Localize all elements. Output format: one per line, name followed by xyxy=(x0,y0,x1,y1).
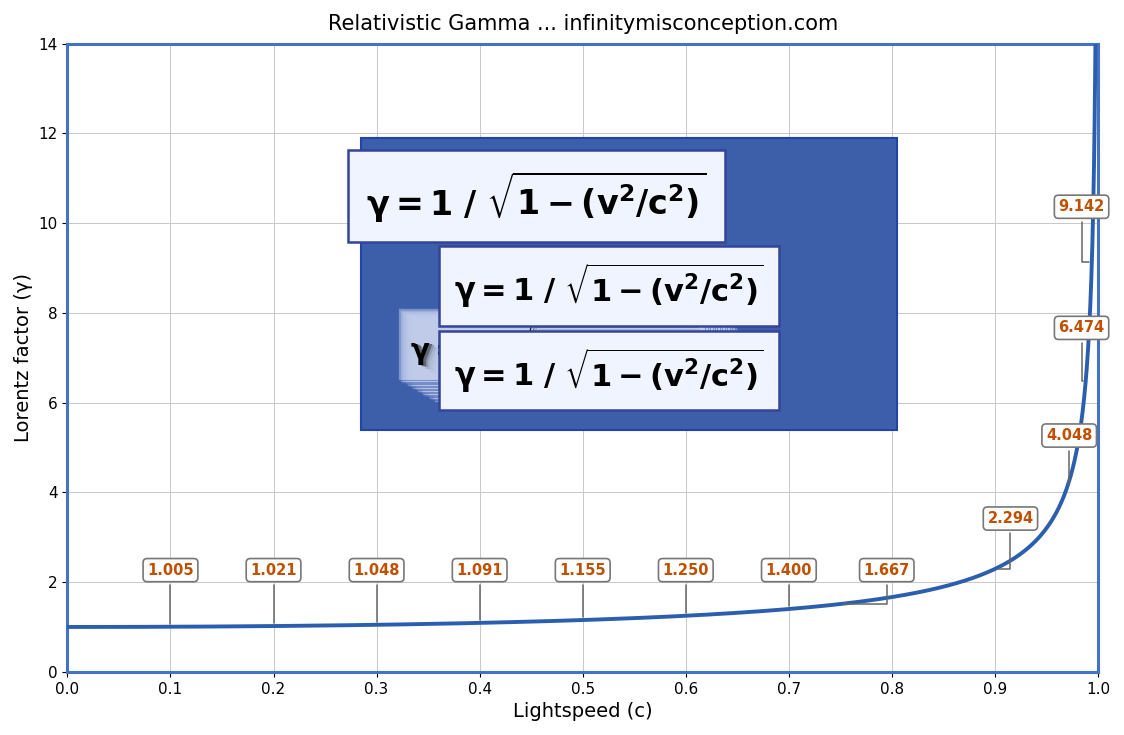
Text: $\mathbf{\gamma = 1\ /\ \sqrt{1-(v^2/c^2)}}$: $\mathbf{\gamma = 1\ /\ \sqrt{1-(v^2/c^2… xyxy=(429,332,713,379)
Text: $\mathbf{\gamma = 1\ /\ \sqrt{1-(v^2/c^2)}}$: $\mathbf{\gamma = 1\ /\ \sqrt{1-(v^2/c^2… xyxy=(442,340,725,387)
Text: $\mathbf{\gamma = 1\ /\ \sqrt{1-(v^2/c^2)}}$: $\mathbf{\gamma = 1\ /\ \sqrt{1-(v^2/c^2… xyxy=(439,338,722,385)
Y-axis label: Lorentz factor (γ): Lorentz factor (γ) xyxy=(13,273,33,442)
Text: $\mathbf{\gamma = 1\ /\ \sqrt{1-(v^2/c^2)}}$: $\mathbf{\gamma = 1\ /\ \sqrt{1-(v^2/c^2… xyxy=(415,324,698,370)
Text: 1.021: 1.021 xyxy=(251,562,297,623)
Text: 9.142: 9.142 xyxy=(1059,199,1105,262)
Text: $\mathbf{\gamma = 1\ /\ \sqrt{1-(v^2/c^2)}}$: $\mathbf{\gamma = 1\ /\ \sqrt{1-(v^2/c^2… xyxy=(417,326,700,372)
Text: $\mathbf{\gamma = 1\ /\ \sqrt{1-(v^2/c^2)}}$: $\mathbf{\gamma = 1\ /\ \sqrt{1-(v^2/c^2… xyxy=(413,323,696,369)
Text: 2.294: 2.294 xyxy=(987,511,1033,569)
Text: $\mathbf{\gamma = 1\ /\ \sqrt{1-(v^2/c^2)}}$: $\mathbf{\gamma = 1\ /\ \sqrt{1-(v^2/c^2… xyxy=(425,329,707,376)
Text: $\mathbf{\gamma = 1\ /\ \sqrt{1-(v^2/c^2)}}$: $\mathbf{\gamma = 1\ /\ \sqrt{1-(v^2/c^2… xyxy=(420,327,702,373)
Text: 1.091: 1.091 xyxy=(456,562,502,620)
Text: $\mathbf{\gamma = 1\ /\ \sqrt{1-(v^2/c^2)}}$: $\mathbf{\gamma = 1\ /\ \sqrt{1-(v^2/c^2… xyxy=(454,346,764,395)
Text: 1.005: 1.005 xyxy=(147,562,193,624)
Text: 1.400: 1.400 xyxy=(765,562,813,606)
Text: $\mathbf{\gamma = 1\ /\ \sqrt{1-(v^2/c^2)}}$: $\mathbf{\gamma = 1\ /\ \sqrt{1-(v^2/c^2… xyxy=(423,328,705,375)
Text: $\mathbf{\gamma = 1\ /\ \sqrt{1-(v^2/c^2)}}$: $\mathbf{\gamma = 1\ /\ \sqrt{1-(v^2/c^2… xyxy=(366,169,707,223)
Text: 6.474: 6.474 xyxy=(1059,320,1105,381)
Text: $\mathbf{\gamma = 1\ /\ \sqrt{1-(v^2/c^2)}}$: $\mathbf{\gamma = 1\ /\ \sqrt{1-(v^2/c^2… xyxy=(437,337,719,384)
Text: $\mathbf{\gamma = 1\ /\ \sqrt{1-(v^2/c^2)}}$: $\mathbf{\gamma = 1\ /\ \sqrt{1-(v^2/c^2… xyxy=(448,344,732,391)
Text: $\mathbf{\gamma = 1\ /\ \sqrt{1-(v^2/c^2)}}$: $\mathbf{\gamma = 1\ /\ \sqrt{1-(v^2/c^2… xyxy=(454,262,764,310)
X-axis label: Lightspeed (c): Lightspeed (c) xyxy=(513,702,653,721)
Text: $\mathbf{\gamma = 1\ /\ \sqrt{1-(v^2/c^2)}}$: $\mathbf{\gamma = 1\ /\ \sqrt{1-(v^2/c^2… xyxy=(410,321,692,368)
Text: $\mathbf{\gamma = 1\ /\ \sqrt{1-(v^2/c^2)}}$: $\mathbf{\gamma = 1\ /\ \sqrt{1-(v^2/c^2… xyxy=(427,331,710,378)
Text: $\mathbf{\gamma = 1\ /\ \sqrt{1-(v^2/c^2)}}$: $\mathbf{\gamma = 1\ /\ \sqrt{1-(v^2/c^2… xyxy=(435,335,717,382)
Text: 1.667: 1.667 xyxy=(843,562,910,604)
Text: 1.048: 1.048 xyxy=(353,562,400,622)
Text: 4.048: 4.048 xyxy=(1046,428,1093,485)
Text: 1.250: 1.250 xyxy=(662,562,709,613)
Text: $\mathbf{\gamma = 1\ /\ \sqrt{1-(v^2/c^2)}}$: $\mathbf{\gamma = 1\ /\ \sqrt{1-(v^2/c^2… xyxy=(446,343,729,390)
Title: Relativistic Gamma ... infinitymisconception.com: Relativistic Gamma ... infinitymisconcep… xyxy=(327,14,837,34)
Text: $\mathbf{\gamma = 1\ /\ \sqrt{1-(v^2/c^2)}}$: $\mathbf{\gamma = 1\ /\ \sqrt{1-(v^2/c^2… xyxy=(444,341,727,388)
Text: 1.155: 1.155 xyxy=(560,562,606,617)
Text: $\mathbf{\gamma = 1\ /\ \sqrt{1-(v^2/c^2)}}$: $\mathbf{\gamma = 1\ /\ \sqrt{1-(v^2/c^2… xyxy=(432,334,715,381)
FancyBboxPatch shape xyxy=(361,138,897,429)
Text: $\mathbf{\gamma = 1\ /\ \sqrt{1-(v^2/c^2)}}$: $\mathbf{\gamma = 1\ /\ \sqrt{1-(v^2/c^2… xyxy=(452,345,734,392)
